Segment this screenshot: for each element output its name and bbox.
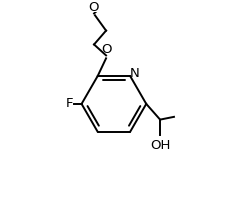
- Text: O: O: [88, 1, 99, 14]
- Text: F: F: [66, 97, 74, 110]
- Text: N: N: [130, 67, 140, 80]
- Text: OH: OH: [150, 139, 170, 152]
- Text: O: O: [101, 43, 112, 56]
